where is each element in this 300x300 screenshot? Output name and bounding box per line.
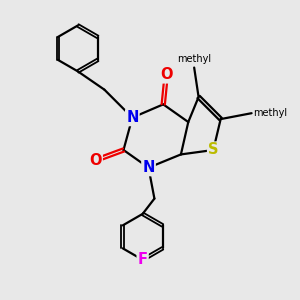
Text: N: N (142, 160, 155, 175)
Text: methyl: methyl (253, 108, 287, 118)
Text: F: F (138, 252, 148, 267)
Text: S: S (208, 142, 219, 158)
Text: N: N (126, 110, 139, 125)
Text: O: O (160, 68, 172, 82)
Text: O: O (89, 153, 102, 168)
Text: methyl: methyl (177, 54, 211, 64)
